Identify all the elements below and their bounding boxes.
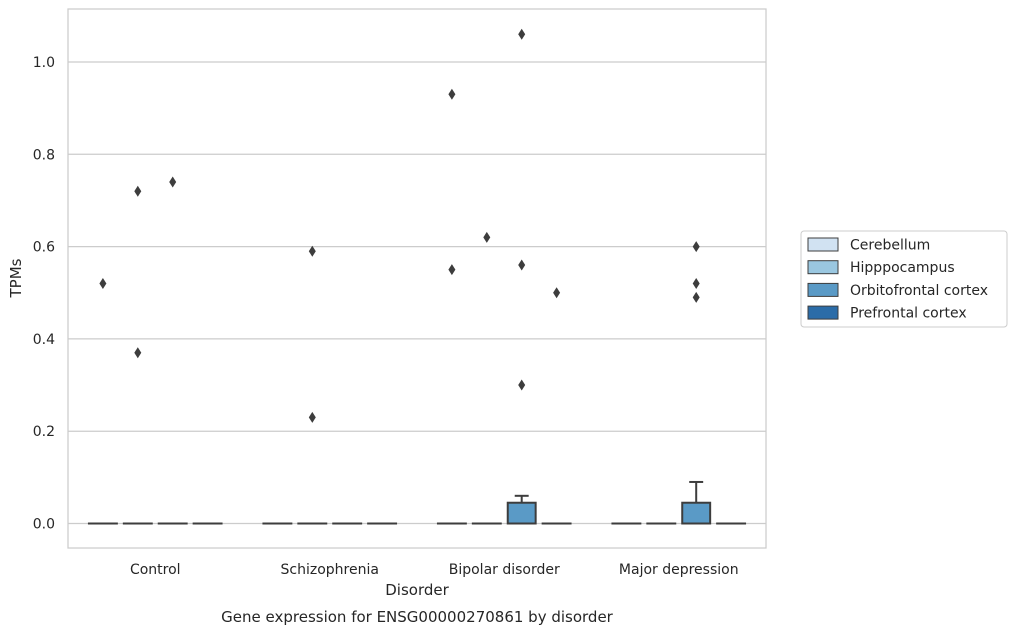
box-body (506, 501, 537, 525)
outliers-layer (99, 28, 700, 423)
legend-label: Cerebellum (850, 238, 930, 254)
outlier-point (448, 88, 456, 100)
outlier-point (692, 241, 700, 253)
plot-background (68, 9, 766, 548)
legend-items: Cerebellum Hipppocampus Orbitofrontal cort… (807, 237, 988, 322)
outlier-point (518, 259, 526, 271)
legend-item: Orbitofrontal cortex (807, 282, 988, 299)
legend-swatch (807, 305, 839, 320)
x-tick-label: Bipolar disorder (449, 562, 560, 578)
outlier-point (692, 291, 700, 303)
legend-label: Prefrontal cortex (850, 306, 967, 322)
y-tick-label: 0.0 (33, 517, 55, 533)
legend: Cerebellum Hipppocampus Orbitofrontal cort… (800, 230, 1008, 328)
outlier-point (692, 278, 700, 290)
box (506, 494, 537, 525)
y-axis-label: TPMs (7, 258, 25, 298)
legend-frame (800, 230, 1008, 328)
y-tick-label: 0.4 (33, 332, 55, 348)
outlier-point (308, 245, 316, 257)
x-tick-label: Schizophrenia (281, 562, 379, 578)
legend-label: Hipppocampus (850, 260, 955, 276)
y-axis-ticks: 0.0 0.2 0.4 0.6 0.8 1.0 (33, 55, 55, 533)
outlier-point (518, 379, 526, 391)
y-tick-label: 0.8 (33, 147, 55, 163)
outlier-point (553, 287, 561, 299)
x-tick-label: Major depression (619, 562, 739, 578)
plot-frame (67, 8, 767, 549)
legend-swatch (807, 237, 839, 252)
outlier-point (308, 411, 316, 423)
outlier-point (518, 28, 526, 40)
box-body (681, 501, 712, 525)
y-tick-label: 1.0 (33, 55, 55, 71)
legend-item: Cerebellum (807, 237, 930, 254)
outlier-point (483, 231, 491, 243)
outlier-point (448, 264, 456, 276)
x-axis-ticks: Control Schizophrenia Bipolar disorder Majo… (130, 562, 739, 578)
x-axis-label: Disorder (385, 581, 449, 599)
legend-item: Prefrontal cortex (807, 305, 967, 322)
legend-swatch (807, 260, 839, 275)
boxes-layer (87, 480, 747, 525)
legend-label: Orbitofrontal cortex (850, 283, 988, 299)
y-tick-label: 0.6 (33, 240, 55, 256)
outlier-point (134, 347, 142, 359)
outlier-point (169, 176, 177, 188)
x-tick-label: Control (130, 562, 181, 578)
legend-item: Hipppocampus (807, 260, 955, 276)
box (681, 480, 712, 525)
outlier-point (99, 278, 107, 290)
chart-title: Gene expression for ENSG00000270861 by d… (221, 608, 614, 626)
outlier-point (134, 185, 142, 197)
legend-swatch (807, 282, 839, 297)
y-tick-label: 0.2 (33, 424, 55, 440)
